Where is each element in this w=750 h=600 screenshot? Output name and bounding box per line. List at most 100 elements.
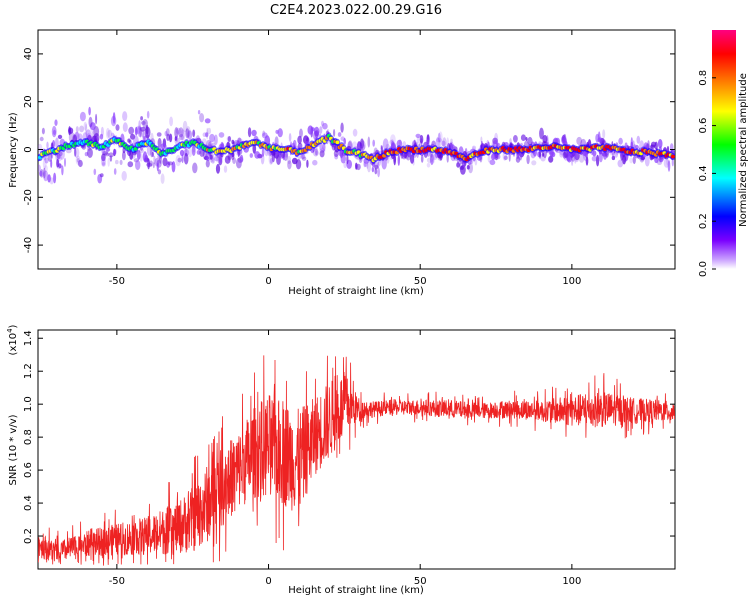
heatmap-cell bbox=[68, 127, 74, 134]
heatmap-cell bbox=[139, 126, 142, 138]
heatmap-cell bbox=[169, 133, 173, 143]
heatmap-cell bbox=[191, 146, 196, 156]
heatmap-cell bbox=[419, 134, 424, 144]
heatmap-cell bbox=[315, 146, 318, 156]
heatmap-cell bbox=[64, 157, 66, 167]
heatmap-cell bbox=[340, 122, 344, 133]
heatmap-cell bbox=[374, 164, 379, 170]
heatmap-cell bbox=[114, 149, 117, 155]
heatmap-cell bbox=[77, 133, 83, 141]
heatmap-cell bbox=[207, 127, 212, 135]
heatmap-cell bbox=[79, 125, 85, 133]
heatmap-cell bbox=[212, 153, 215, 163]
heatmap-cell bbox=[151, 151, 154, 158]
heatmap-cell bbox=[88, 116, 93, 128]
heatmap-cell bbox=[38, 164, 41, 172]
heatmap-cell bbox=[416, 136, 420, 144]
heatmap-cell bbox=[171, 161, 176, 173]
heatmap-cell bbox=[109, 155, 113, 162]
heatmap-cell bbox=[314, 150, 319, 156]
spectrogram-panel: -50 0 50 100 -40 -20 0 20 40 Height of straight… bbox=[8, 29, 676, 297]
heatmap-cell bbox=[489, 159, 496, 166]
heatmap-cell bbox=[531, 160, 537, 166]
heatmap-cell bbox=[42, 158, 47, 170]
heatmap-cell bbox=[108, 152, 114, 158]
heatmap-cell bbox=[51, 125, 57, 138]
heatmap-cell bbox=[233, 140, 240, 145]
figure-title: C2E4.2023.022.00.29.G16 bbox=[270, 3, 442, 18]
heatmap-cell bbox=[122, 122, 128, 133]
heatmap-cell bbox=[187, 130, 193, 140]
heatmap-cell bbox=[487, 155, 491, 163]
heatmap-cell bbox=[432, 153, 435, 164]
heatmap-cell bbox=[420, 154, 424, 163]
heatmap-cell bbox=[426, 162, 431, 168]
heatmap-cell bbox=[157, 169, 162, 175]
heatmap-cell bbox=[450, 138, 453, 144]
heatmap-cell bbox=[192, 162, 198, 174]
heatmap-cell bbox=[214, 134, 218, 146]
heatmap-cell bbox=[442, 137, 447, 149]
y-tick-label: 0.6 bbox=[23, 462, 34, 478]
heatmap-cell bbox=[611, 155, 616, 161]
heatmap-cell bbox=[197, 110, 201, 115]
heatmap-cell bbox=[85, 123, 88, 135]
heatmap-cell bbox=[437, 132, 441, 143]
heatmap-cell bbox=[175, 127, 182, 135]
y-tick-label: 1.2 bbox=[23, 363, 34, 379]
colorbar-tick-label: 0.0 bbox=[698, 261, 709, 277]
heatmap-cell bbox=[254, 151, 261, 159]
heatmap-cell bbox=[578, 152, 585, 163]
x-tick-label: -50 bbox=[109, 576, 125, 587]
heatmap-cell bbox=[371, 166, 375, 173]
heatmap-cell bbox=[430, 153, 434, 166]
heatmap-cell bbox=[311, 127, 315, 132]
heatmap-cell bbox=[43, 167, 46, 179]
heatmap-cell bbox=[352, 128, 358, 137]
heatmap-cell bbox=[214, 155, 220, 162]
y-tick-label: 1.0 bbox=[23, 396, 34, 412]
heatmap-cell bbox=[74, 147, 80, 159]
heatmap-cell bbox=[232, 157, 237, 165]
heatmap-cell bbox=[107, 157, 110, 167]
heatmap-cell bbox=[542, 135, 548, 144]
heatmap-cell bbox=[93, 168, 97, 175]
heatmap-cell bbox=[164, 130, 168, 137]
heatmap-cell bbox=[149, 160, 153, 167]
heatmap-cell bbox=[122, 151, 126, 161]
heatmap-cell bbox=[260, 153, 265, 165]
heatmap-cell bbox=[95, 113, 98, 125]
heatmap-cell bbox=[105, 147, 111, 152]
heatmap-cell bbox=[146, 162, 153, 167]
colorbar-tick-label: 0.4 bbox=[698, 165, 709, 181]
heatmap-cell bbox=[101, 153, 106, 162]
heatmap-cell bbox=[39, 136, 44, 142]
heatmap-cell bbox=[654, 141, 658, 150]
heatmap-cell bbox=[438, 139, 441, 148]
heatmap-cell bbox=[513, 135, 518, 143]
heatmap-cell bbox=[576, 136, 583, 146]
heatmap-cell bbox=[300, 154, 306, 159]
heatmap-cell bbox=[340, 136, 345, 141]
heatmap-cell bbox=[141, 129, 145, 138]
heatmap-cell bbox=[644, 155, 650, 167]
y-tick-label: 0 bbox=[23, 146, 34, 152]
heatmap-cell bbox=[231, 139, 235, 145]
heatmap-cell bbox=[322, 142, 326, 152]
heatmap-cell bbox=[460, 164, 466, 175]
heatmap-cell bbox=[101, 162, 106, 167]
heatmap-cell bbox=[183, 153, 189, 165]
x-tick-label: 50 bbox=[414, 576, 427, 587]
heatmap-cell bbox=[466, 165, 470, 170]
heatmap-cell bbox=[667, 160, 671, 172]
heatmap-cell bbox=[650, 144, 656, 149]
y-tick-label: 0.8 bbox=[23, 429, 34, 445]
heatmap-cell bbox=[54, 119, 58, 126]
heatmap-cell bbox=[402, 154, 407, 160]
heatmap-cell bbox=[142, 119, 148, 129]
heatmap-cell bbox=[598, 150, 603, 163]
colorbar-label: Normalized spectral amplitude bbox=[738, 73, 749, 227]
heatmap-cell bbox=[319, 150, 325, 158]
heatmap-cell bbox=[160, 173, 165, 184]
heatmap-cell bbox=[481, 143, 485, 149]
